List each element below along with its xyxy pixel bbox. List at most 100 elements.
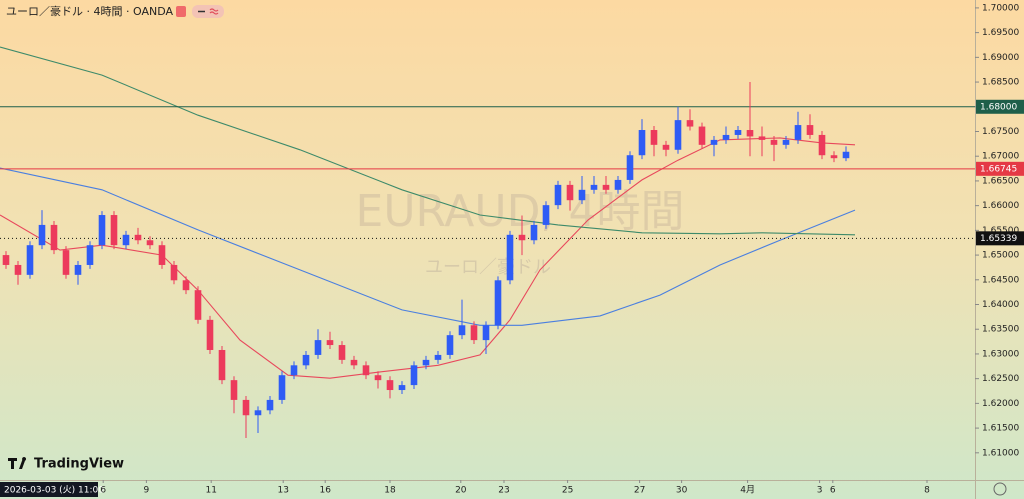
candle-body [314, 340, 322, 355]
candle-body [578, 189, 586, 201]
y-tick-label: 1.67000 [982, 152, 1019, 162]
y-tick-label: 1.68500 [982, 78, 1019, 88]
icon-wave [209, 8, 219, 15]
candle-body [614, 179, 622, 190]
y-tick-label: 1.62000 [982, 399, 1019, 409]
candle-body [122, 234, 130, 246]
price-tag-label: 1.65339 [980, 234, 1017, 244]
flag-icon[interactable] [176, 6, 186, 17]
candle-body [170, 264, 178, 281]
x-tick-label: 8 [924, 486, 930, 496]
price-tag [976, 231, 1024, 246]
candle-body [782, 139, 790, 145]
candle-body [554, 184, 562, 206]
candle-body [98, 215, 106, 246]
plot-area [0, 46, 975, 438]
candle-body [626, 155, 634, 180]
candle-body [38, 224, 46, 246]
candle-body [194, 290, 202, 320]
y-tick-label: 1.63500 [982, 325, 1019, 335]
x-tick-label: 18 [384, 486, 396, 496]
candle-body [674, 120, 682, 150]
candle-body [74, 264, 82, 275]
candle-body [134, 234, 142, 241]
crosshair-label: 2026-03-03 (火) 11:00 [4, 485, 104, 496]
brand-name: TradingView [34, 457, 124, 472]
candle-body [290, 365, 298, 376]
y-tick-label: 1.70000 [982, 3, 1019, 13]
x-tick-label: 20 [455, 486, 467, 496]
price-tag-label: 1.68000 [980, 102, 1017, 112]
x-tick-label: 27 [634, 486, 645, 496]
y-tick-label: 1.66000 [982, 201, 1019, 211]
candle-body [86, 245, 94, 265]
watermark-sub: ユーロ／豪ドル [425, 257, 551, 278]
candle-body [398, 385, 406, 391]
x-tick-label: 6 [830, 486, 836, 496]
candle-body [26, 245, 34, 275]
brand-logo: TradingView [8, 457, 124, 472]
candle-body [638, 130, 646, 156]
candle-body [446, 335, 454, 355]
x-tick-label: 30 [676, 486, 688, 496]
candle-body [650, 130, 658, 145]
candle-body [818, 134, 826, 156]
candle-body [422, 359, 430, 366]
candle-body [338, 345, 346, 360]
candle-body [494, 280, 502, 326]
y-tick-label: 1.65000 [982, 251, 1019, 261]
candle-body [386, 380, 394, 391]
candle-body [218, 349, 226, 381]
indicator-toggle[interactable] [192, 5, 224, 18]
candle-body [230, 380, 238, 400]
candle-body [434, 354, 442, 360]
candle-body [698, 126, 706, 145]
candle-body [182, 280, 190, 291]
y-tick-label: 1.61000 [982, 448, 1019, 458]
candle-body [566, 184, 574, 201]
candle-body [350, 359, 358, 366]
y-tick-label: 1.62500 [982, 374, 1019, 384]
y-tick-label: 1.69000 [982, 53, 1019, 63]
candle-body [14, 264, 22, 275]
candle-body [710, 139, 718, 145]
candle-body [242, 399, 250, 416]
candle-body [722, 134, 730, 140]
candle-body [146, 240, 154, 246]
candle-body [794, 125, 802, 140]
candle-body [530, 224, 538, 241]
candle-body [602, 184, 610, 190]
candle-body [254, 410, 262, 416]
price-tag [976, 161, 1024, 176]
candle-body [842, 151, 850, 159]
candle-body [374, 375, 382, 381]
candle-body [62, 250, 70, 275]
y-tick-label: 1.64000 [982, 300, 1019, 310]
candle-body [806, 125, 814, 135]
candle-body [662, 144, 670, 150]
y-tick-label: 1.64500 [982, 275, 1019, 285]
candle-body [770, 139, 778, 145]
moving-average [0, 46, 856, 236]
candle-body [410, 365, 418, 386]
moving-average [0, 167, 856, 326]
x-tick-label: 13 [277, 486, 288, 496]
candle-body [206, 319, 214, 350]
candle-body [482, 325, 490, 341]
x-tick-label: 25 [562, 486, 573, 496]
candle-body [542, 205, 550, 225]
candle-body [518, 234, 526, 241]
y-tick-label: 1.67500 [982, 127, 1019, 137]
candle-body [302, 354, 310, 366]
candle-body [458, 325, 466, 336]
x-tick-label: 4月 [740, 485, 755, 496]
candle-body [758, 136, 766, 140]
candle-body [266, 399, 274, 411]
candle-body [158, 245, 166, 265]
x-tick-label: 3 [817, 486, 823, 496]
price-tag-label: 1.66745 [980, 164, 1017, 174]
y-tick-label: 1.63000 [982, 349, 1019, 359]
settings-icon[interactable] [993, 482, 1007, 496]
chart-title: ユーロ／豪ドル · 4時間 · OANDA [6, 4, 173, 18]
